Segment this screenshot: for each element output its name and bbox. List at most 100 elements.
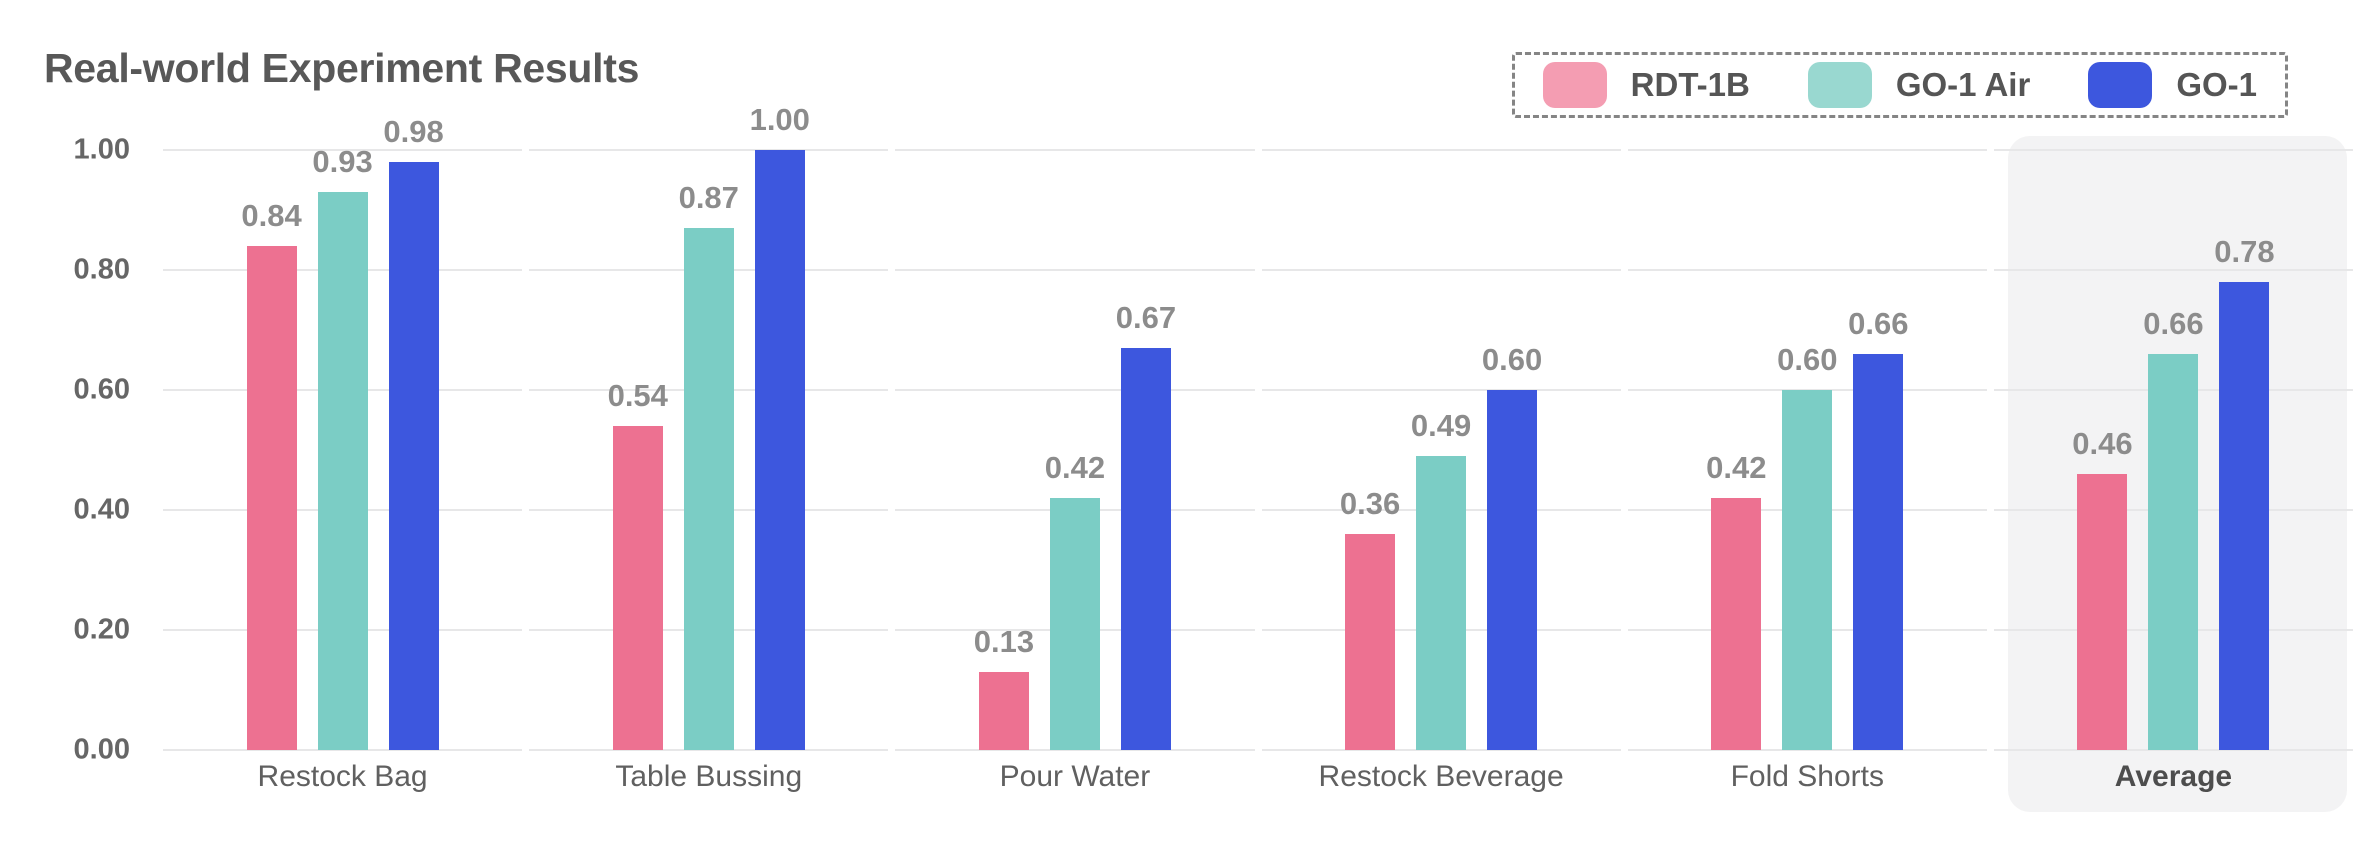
bar-value-label: 0.84 [241, 198, 302, 233]
bar-rdt-1b-restock-beverage [1345, 534, 1396, 750]
gridline [1261, 389, 1621, 391]
bar-go-1-air-pour-water [1049, 498, 1100, 750]
bar-value-label: 0.60 [1777, 342, 1838, 377]
gridline [1627, 149, 1987, 151]
bar-slot: 0.42 [1045, 450, 1105, 750]
y-tick-label: 0.00 [73, 733, 130, 766]
bar-value-label: 0.93 [312, 144, 373, 179]
plot-area: 0.84 0.93 0.98 Restock Bag 0.54 0.87 1.00 Table… [163, 102, 2354, 812]
y-axis: 1.00 0.80 0.60 0.40 0.20 0.00 [0, 134, 130, 766]
legend-label: GO-1 Air [1895, 66, 2031, 103]
bar-rdt-1b-restock-bag [246, 246, 297, 750]
bar-group: 0.13 0.42 0.67 [895, 150, 1254, 750]
gridline [163, 149, 523, 151]
gridline [1261, 149, 1621, 151]
bar-go-1-restock-bag [388, 162, 439, 750]
bar-value-label: 0.36 [1339, 486, 1401, 521]
bar-slot: 0.87 [679, 180, 739, 750]
category-label-restock-beverage: Restock Beverage [1318, 760, 1564, 793]
bar-go-1-fold-shorts [1853, 354, 1904, 750]
bar-slot: 0.13 [974, 624, 1034, 750]
category-panel-average: 0.46 0.66 0.78 Average [1993, 136, 2354, 812]
gridline [1993, 149, 2354, 151]
y-tick-label: 0.40 [73, 493, 130, 526]
legend-label: GO-1 [2176, 66, 2257, 103]
gridline [895, 749, 1255, 751]
bar-go-1-air-restock-beverage [1416, 456, 1467, 750]
bar-value-label: 1.00 [749, 102, 810, 137]
gridline [1993, 269, 2354, 271]
gridline [1993, 749, 2354, 751]
y-tick-label: 0.60 [73, 373, 130, 406]
y-tick-label: 0.20 [73, 613, 130, 646]
bar-slot: 0.36 [1340, 486, 1400, 750]
legend-item-go-1: GO-1 [2088, 62, 2257, 108]
bar-go-1-air-average [2148, 354, 2199, 750]
gridline [1627, 269, 1987, 271]
category-panel-restock-beverage: 0.36 0.49 0.60 Restock Beverage [1261, 149, 1621, 793]
bar-value-label: 0.66 [1848, 306, 1909, 341]
bar-slot: 0.46 [2072, 426, 2133, 750]
category-label-fold-shorts: Fold Shorts [1730, 760, 1884, 793]
gridline [1261, 749, 1621, 751]
gridline [895, 269, 1255, 271]
legend-swatch-rdt-1b [1542, 62, 1607, 108]
gridline [163, 749, 523, 751]
gridline [1261, 269, 1621, 271]
bar-slot: 0.42 [1706, 450, 1766, 750]
bar-group: 0.46 0.66 0.78 [1994, 150, 2353, 750]
chart-title: Real-world Experiment Results [44, 45, 640, 91]
gridline [1627, 749, 1987, 751]
category-label-restock-bag: Restock Bag [257, 760, 428, 793]
y-tick-label: 1.00 [73, 133, 130, 166]
bar-value-label: 0.67 [1115, 300, 1177, 335]
bar-go-1-pour-water [1120, 348, 1171, 750]
bar-group: 0.54 0.87 1.00 [529, 102, 888, 750]
gridline [895, 149, 1255, 151]
bar-value-label: 0.60 [1481, 342, 1543, 377]
legend-item-go-1-air: GO-1 Air [1807, 62, 2031, 108]
bar-value-label: 0.13 [973, 624, 1035, 659]
bar-rdt-1b-pour-water [978, 672, 1029, 750]
bar-slot: 0.60 [1777, 342, 1837, 750]
bar-group: 0.84 0.93 0.98 [163, 114, 522, 750]
bar-value-label: 0.87 [678, 180, 739, 215]
bar-slot: 0.66 [2143, 306, 2204, 750]
bar-rdt-1b-table-bussing [612, 426, 663, 750]
bar-go-1-air-restock-bag [317, 192, 368, 750]
bar-go-1-air-fold-shorts [1782, 390, 1833, 750]
bar-go-1-average [2219, 282, 2270, 750]
bar-value-label: 0.78 [2214, 234, 2275, 269]
category-label-table-bussing: Table Bussing [615, 760, 803, 793]
legend-item-rdt-1b: RDT-1B [1542, 62, 1750, 108]
bar-value-label: 0.42 [1706, 450, 1767, 485]
category-label-average: Average [2114, 760, 2233, 793]
bar-value-label: 0.46 [2072, 426, 2133, 461]
bar-slot: 0.49 [1411, 408, 1471, 750]
bar-value-label: 0.66 [2143, 306, 2204, 341]
bar-slot: 0.67 [1116, 300, 1176, 750]
bar-value-label: 0.54 [607, 378, 668, 413]
bar-slot: 0.60 [1482, 342, 1542, 750]
bar-go-1-table-bussing [754, 150, 805, 750]
legend-label: RDT-1B [1630, 66, 1750, 103]
bar-slot: 0.66 [1848, 306, 1908, 750]
bar-group: 0.42 0.60 0.66 [1628, 150, 1987, 750]
bar-value-label: 0.98 [383, 114, 444, 149]
category-panel-restock-bag: 0.84 0.93 0.98 Restock Bag [163, 114, 523, 793]
category-label-pour-water: Pour Water [999, 760, 1151, 793]
gridline [529, 149, 889, 151]
legend-swatch-go-1 [2088, 62, 2153, 108]
bar-slot: 0.98 [383, 114, 444, 750]
gridline [895, 389, 1255, 391]
bar-slot: 0.78 [2214, 234, 2275, 750]
y-tick-label: 0.80 [73, 253, 130, 286]
bar-rdt-1b-fold-shorts [1711, 498, 1762, 750]
gridline [529, 749, 889, 751]
bar-slot: 1.00 [750, 102, 810, 750]
legend: RDT-1B GO-1 Air GO-1 [1511, 52, 2288, 118]
legend-swatch-go-1-air [1807, 62, 1872, 108]
category-panel-fold-shorts: 0.42 0.60 0.66 Fold Shorts [1627, 149, 1987, 793]
bar-group: 0.36 0.49 0.60 [1262, 150, 1621, 750]
bar-slot: 0.93 [312, 144, 373, 750]
